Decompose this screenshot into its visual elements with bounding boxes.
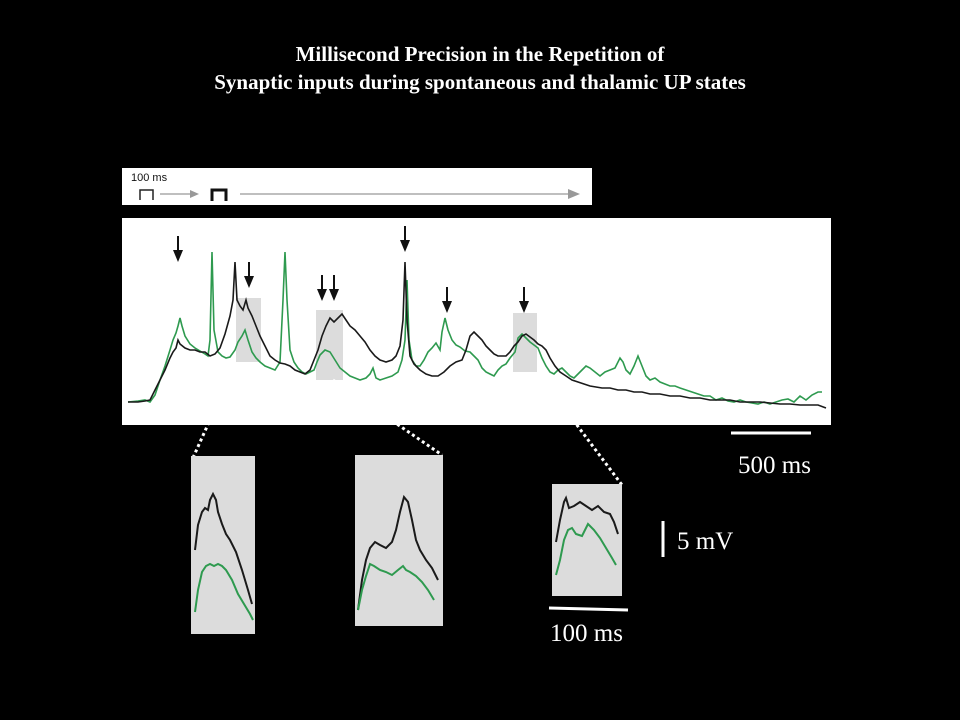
stimulus-pulse-1	[139, 189, 154, 200]
trace-green	[127, 251, 822, 405]
main-trace-panel	[122, 218, 831, 425]
highlight-box-2	[316, 310, 343, 380]
zoom-connectors	[190, 361, 624, 486]
label-10mv: 10 mV	[684, 314, 753, 341]
label-100ms: 100 ms	[550, 620, 623, 647]
stimulus-pulse-2	[210, 188, 228, 201]
slide-title: Millisecond Precision in the Repetition …	[0, 40, 960, 96]
stimulus-time-label: 100 ms	[131, 172, 168, 184]
trace-black	[128, 261, 827, 409]
inset-panel-3	[552, 484, 622, 596]
title-line-2: Synaptic inputs during spontaneous and t…	[214, 70, 746, 94]
event-arrows	[173, 226, 529, 313]
label-500ms: 500 ms	[738, 452, 811, 479]
label-5mv: 5 mV	[677, 528, 734, 555]
connector-2	[332, 378, 443, 457]
title-line-1: Millisecond Precision in the Repetition …	[295, 42, 665, 66]
scale-bar-100ms	[548, 606, 629, 612]
scale-bars	[548, 309, 811, 612]
inset-panel-1	[191, 456, 255, 634]
inset-panel-2	[355, 455, 443, 626]
stimulus-panel: 100 ms	[122, 168, 592, 205]
